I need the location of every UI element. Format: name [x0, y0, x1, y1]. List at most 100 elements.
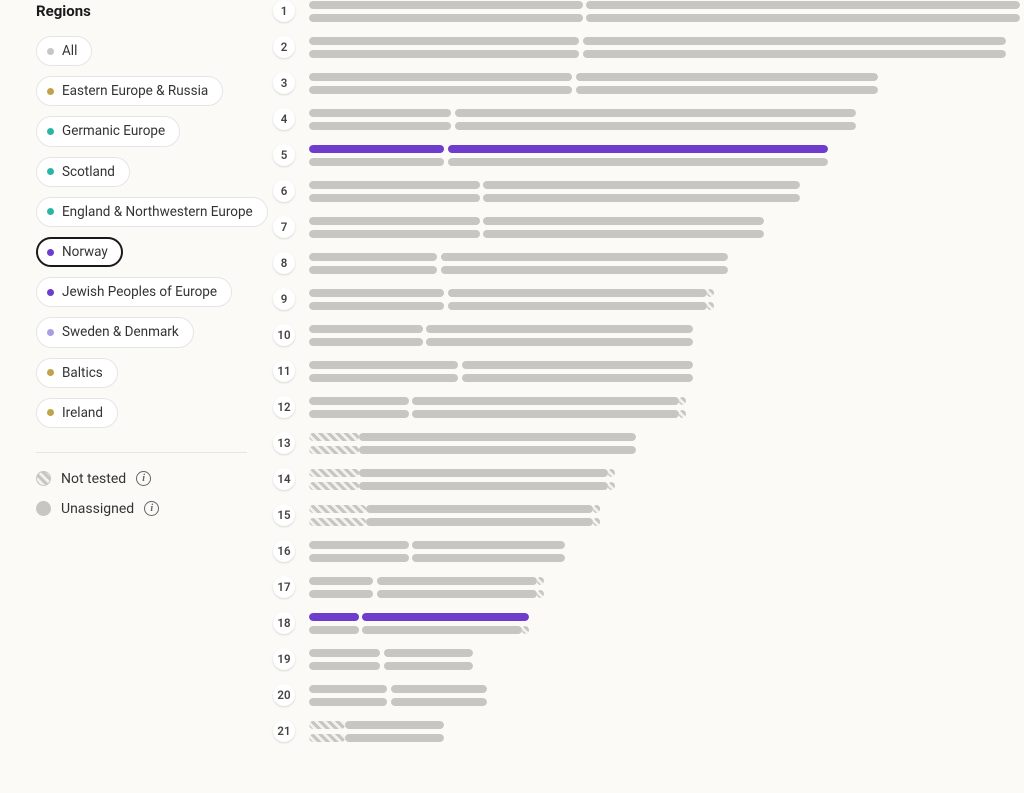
- chromosome-bars: [309, 253, 1020, 274]
- region-chip[interactable]: Baltics: [36, 358, 118, 388]
- region-chip[interactable]: Eastern Europe & Russia: [36, 76, 223, 106]
- chromosome-strand[interactable]: [309, 325, 693, 333]
- chromosome-painter: 123456789101112131415161718192021: [265, 0, 1024, 793]
- chromosome-strand[interactable]: [309, 194, 800, 202]
- chromosome-segment: [679, 397, 686, 405]
- chromosome-strand[interactable]: [309, 266, 728, 274]
- chromosome-strand[interactable]: [309, 577, 544, 585]
- region-chip[interactable]: Norway: [36, 237, 123, 267]
- chromosome-strand[interactable]: [309, 734, 444, 742]
- chromosome-segment: [309, 469, 359, 477]
- region-chip[interactable]: Germanic Europe: [36, 116, 180, 146]
- region-chip[interactable]: Jewish Peoples of Europe: [36, 277, 232, 307]
- chromosome-segment: [483, 217, 764, 225]
- chromosome-strand[interactable]: [309, 37, 1006, 45]
- region-chip[interactable]: Scotland: [36, 157, 130, 187]
- chromosome-segment: [462, 374, 693, 382]
- chromosome-strand[interactable]: [309, 122, 856, 130]
- chromosome-segment: [309, 230, 480, 238]
- chromosome-strand[interactable]: [309, 86, 878, 94]
- unassigned-swatch-icon: [36, 501, 51, 516]
- chromosome-segment: [679, 410, 686, 418]
- chromosome-strand[interactable]: [309, 469, 615, 477]
- region-chip-label: Germanic Europe: [62, 123, 165, 139]
- region-chip[interactable]: England & Northwestern Europe: [36, 197, 268, 227]
- chromosome-segment: [309, 397, 409, 405]
- chromosome-segment: [345, 734, 445, 742]
- region-dot-icon: [47, 329, 54, 336]
- chromosome-strand[interactable]: [309, 50, 1006, 58]
- chromosome-row: 2: [273, 36, 1020, 58]
- chromosome-strand[interactable]: [309, 361, 693, 369]
- chromosome-strand[interactable]: [309, 698, 487, 706]
- chromosome-segment: [412, 410, 679, 418]
- legend-unassigned: Unassigned i: [36, 501, 247, 517]
- chromosome-strand[interactable]: [309, 518, 601, 526]
- chromosome-strand[interactable]: [309, 626, 529, 634]
- legend: Not tested i Unassigned i: [36, 471, 247, 517]
- region-chip[interactable]: All: [36, 36, 92, 66]
- chromosome-strand[interactable]: [309, 73, 878, 81]
- chromosome-bars: [309, 541, 1020, 562]
- chromosome-strand[interactable]: [309, 109, 856, 117]
- chromosome-segment: [309, 662, 380, 670]
- chromosome-strand[interactable]: [309, 410, 686, 418]
- chromosome-number-badge: 5: [273, 144, 295, 166]
- chromosome-segment: [309, 518, 366, 526]
- chromosome-strand[interactable]: [309, 217, 764, 225]
- chromosome-strand[interactable]: [309, 433, 636, 441]
- chromosome-segment: [483, 194, 799, 202]
- chromosome-strand[interactable]: [309, 14, 1020, 22]
- info-icon[interactable]: i: [136, 471, 151, 486]
- not-tested-swatch-icon: [36, 471, 51, 486]
- regions-title: Regions: [36, 2, 247, 20]
- chromosome-strand[interactable]: [309, 554, 565, 562]
- chromosome-strand[interactable]: [309, 302, 714, 310]
- chromosome-row: 18: [273, 612, 1020, 634]
- chromosome-segment: [448, 158, 828, 166]
- chromosome-segment: [345, 721, 445, 729]
- chromosome-segment: [583, 50, 1006, 58]
- chromosome-row: 6: [273, 180, 1020, 202]
- chromosome-bars: [309, 649, 1020, 670]
- chromosome-segment: [309, 577, 373, 585]
- chromosome-strand[interactable]: [309, 158, 828, 166]
- region-chip[interactable]: Ireland: [36, 398, 118, 428]
- chromosome-strand[interactable]: [309, 397, 686, 405]
- chromosome-strand[interactable]: [309, 482, 615, 490]
- chromosome-row: 12: [273, 396, 1020, 418]
- chromosome-segment: [309, 541, 409, 549]
- chromosome-segment: [412, 397, 679, 405]
- chromosome-segment: [309, 289, 444, 297]
- chromosome-strand[interactable]: [309, 374, 693, 382]
- legend-unassigned-label: Unassigned: [61, 501, 134, 517]
- chromosome-segment: [309, 37, 579, 45]
- chromosome-strand[interactable]: [309, 662, 473, 670]
- chromosome-segment: [309, 649, 380, 657]
- chromosome-strand[interactable]: [309, 649, 473, 657]
- info-icon[interactable]: i: [144, 501, 159, 516]
- chromosome-strand[interactable]: [309, 145, 828, 153]
- chromosome-strand[interactable]: [309, 721, 444, 729]
- chromosome-strand[interactable]: [309, 253, 728, 261]
- chromosome-segment: [412, 541, 565, 549]
- chromosome-strand[interactable]: [309, 541, 565, 549]
- region-chip[interactable]: Sweden & Denmark: [36, 317, 194, 347]
- chromosome-strand[interactable]: [309, 1, 1020, 9]
- chromosome-strand[interactable]: [309, 338, 693, 346]
- chromosome-segment: [362, 613, 529, 621]
- chromosome-strand[interactable]: [309, 685, 487, 693]
- chromosome-segment: [448, 302, 708, 310]
- chromosome-segment: [309, 194, 480, 202]
- chromosome-segment: [593, 518, 600, 526]
- chromosome-strand[interactable]: [309, 181, 800, 189]
- chromosome-segment: [455, 122, 857, 130]
- chromosome-segment: [362, 626, 522, 634]
- chromosome-strand[interactable]: [309, 289, 714, 297]
- chromosome-strand[interactable]: [309, 230, 764, 238]
- chromosome-segment: [576, 73, 878, 81]
- chromosome-strand[interactable]: [309, 613, 529, 621]
- chromosome-strand[interactable]: [309, 590, 544, 598]
- chromosome-strand[interactable]: [309, 446, 636, 454]
- chromosome-strand[interactable]: [309, 505, 601, 513]
